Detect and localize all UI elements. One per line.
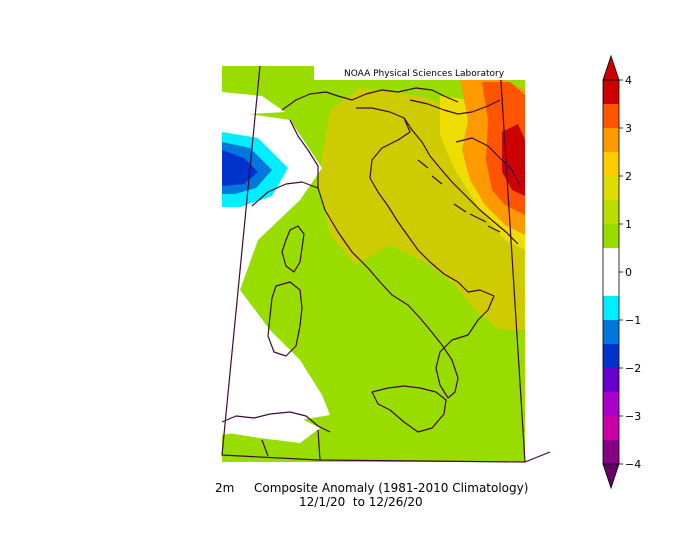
colorbar-tick-label: −3 [625, 410, 641, 423]
colorbar-band [603, 176, 619, 201]
colorbar-band [603, 200, 619, 225]
colorbar-tick-label: −4 [625, 458, 641, 471]
credit-background [314, 66, 526, 80]
sicily [371, 385, 447, 433]
colorbar-ticks: 4 3 2 1 0 −1 −2 −3 −4 [619, 74, 641, 471]
sardinia [267, 281, 303, 357]
ligurian-coast [251, 181, 319, 207]
colorbar-band [603, 320, 619, 345]
map-frame [221, 65, 551, 463]
colorbar: 4 3 2 1 0 −1 −2 −3 −4 [602, 54, 641, 490]
italy-coast [317, 107, 495, 399]
anomaly-region-above-4 [502, 124, 525, 196]
colorbar-band [603, 440, 619, 465]
corsica [281, 225, 305, 273]
colorbar-bands [603, 80, 619, 465]
colorbar-band [603, 272, 619, 297]
colorbar-tick-label: 3 [625, 122, 632, 135]
credit-label: NOAA Physical Sciences Laboratory [344, 69, 505, 79]
caption-variable: 2m [215, 481, 234, 495]
coastlines [221, 65, 551, 463]
colorbar-tick-label: −2 [625, 362, 641, 375]
colorbar-tick-label: −1 [625, 314, 641, 327]
north-africa-coast [221, 411, 331, 433]
caption-title: Composite Anomaly (1981-2010 Climatology… [254, 481, 528, 495]
adriatic-east-coast [403, 117, 519, 245]
colorbar-band [603, 80, 619, 105]
africa-border [261, 429, 321, 461]
colorbar-tick-label: 1 [625, 218, 632, 231]
colorbar-top-arrow [602, 54, 620, 81]
anomaly-region-near-zero-top [222, 92, 285, 114]
colorbar-tick-label: 0 [625, 266, 632, 279]
alps-border [281, 87, 459, 111]
colorbar-bottom-arrow [602, 463, 620, 490]
colorbar-band [603, 224, 619, 249]
colorbar-tick-label: 4 [625, 74, 632, 87]
map-frame-right [499, 65, 526, 463]
colorbar-tick-label: 2 [625, 170, 632, 183]
anomaly-region-near-zero-south [222, 410, 320, 443]
france-border [289, 119, 319, 188]
colorbar-band [603, 104, 619, 129]
colorbar-band [603, 296, 619, 321]
croatian-islands [417, 159, 501, 233]
colorbar-band [603, 392, 619, 417]
colorbar-band [603, 344, 619, 369]
balkan-border [455, 137, 521, 187]
colorbar-band [603, 416, 619, 441]
slovenia-croatia-border [409, 99, 501, 115]
colorbar-band [603, 248, 619, 273]
caption-date-range: 12/1/20 to 12/26/20 [299, 495, 423, 509]
colorbar-band [603, 128, 619, 153]
colorbar-band [603, 368, 619, 393]
anomaly-map [222, 66, 525, 462]
colorbar-band [603, 152, 619, 177]
